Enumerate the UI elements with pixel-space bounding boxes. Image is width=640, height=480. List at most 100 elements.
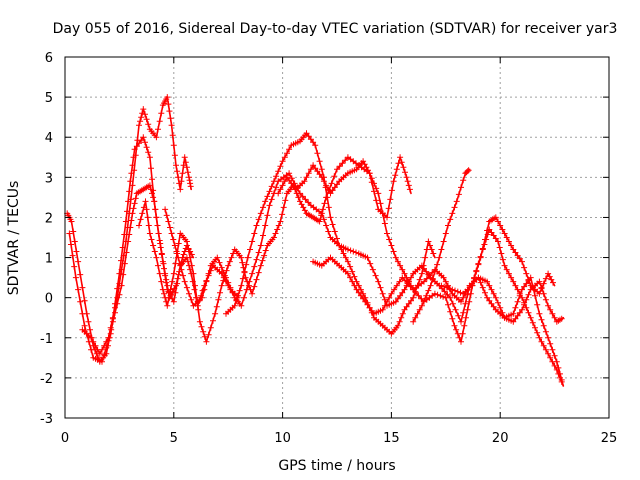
data-point (137, 216, 144, 223)
data-point (170, 236, 177, 243)
data-point (226, 258, 233, 265)
data-point (325, 186, 332, 193)
data-point (514, 286, 521, 293)
data-point (239, 275, 246, 282)
data-point (512, 304, 519, 311)
data-point (187, 254, 194, 261)
data-point (465, 167, 472, 174)
data-point (170, 298, 177, 305)
data-point (181, 278, 188, 285)
data-point (243, 286, 250, 293)
data-point (555, 370, 562, 377)
data-point (320, 178, 327, 185)
data-point (159, 286, 166, 293)
data-point (249, 238, 256, 245)
data-point (163, 279, 170, 286)
series-trace-3 (79, 94, 194, 357)
data-point (150, 242, 157, 249)
data-point (462, 314, 469, 321)
data-point (495, 218, 501, 225)
data-point (454, 288, 461, 295)
data-point (201, 286, 208, 293)
data-point (157, 244, 164, 251)
data-point (170, 270, 177, 277)
data-point (146, 230, 153, 237)
data-point (99, 358, 105, 365)
data-point (442, 230, 449, 237)
data-point (196, 318, 203, 325)
data-point (165, 218, 172, 225)
data-point (251, 283, 258, 290)
data-point (153, 254, 160, 261)
data-point (238, 254, 245, 261)
data-point (443, 284, 450, 291)
data-point (186, 290, 192, 297)
data-point (406, 186, 413, 193)
data-point (155, 262, 161, 269)
data-point (547, 306, 554, 313)
data-point (414, 282, 421, 289)
data-point (132, 152, 139, 159)
data-point (477, 279, 484, 286)
data-point (162, 206, 169, 213)
data-point (436, 254, 443, 261)
data-point (195, 306, 202, 313)
data-point (379, 306, 386, 313)
data-point (274, 226, 281, 233)
data-point (542, 275, 549, 282)
data-point (395, 160, 402, 167)
data-point (386, 294, 393, 301)
data-point (344, 246, 351, 253)
data-point (138, 114, 145, 121)
data-point (151, 198, 158, 205)
data-point (109, 314, 116, 321)
y-tick-label: 6 (45, 51, 53, 66)
data-point (183, 284, 190, 291)
data-point (167, 286, 174, 293)
data-point (325, 204, 332, 211)
data-point (512, 249, 519, 256)
data-point (519, 294, 525, 301)
data-point (105, 334, 112, 341)
y-tick-label: 0 (45, 292, 53, 307)
data-point (184, 169, 191, 176)
data-point (174, 280, 181, 287)
data-point (314, 150, 321, 157)
data-point (156, 118, 163, 125)
data-point (461, 322, 468, 329)
data-point (505, 270, 512, 277)
data-point (255, 216, 262, 223)
data-point (244, 254, 251, 261)
data-point (401, 270, 408, 277)
data-point (307, 166, 314, 173)
data-point (495, 238, 501, 245)
data-point (200, 328, 207, 335)
data-point (329, 221, 336, 228)
data-point (449, 210, 456, 217)
data-point (205, 331, 212, 338)
data-point (547, 340, 554, 347)
data-point (371, 188, 377, 195)
data-point (152, 206, 159, 213)
data-point (447, 216, 454, 223)
data-point (302, 196, 309, 203)
data-point (492, 294, 499, 301)
data-point (228, 254, 235, 261)
data-point (442, 294, 449, 301)
data-point (87, 326, 93, 333)
data-point (85, 318, 92, 325)
data-point (536, 290, 543, 297)
data-point (505, 238, 512, 245)
data-point (323, 182, 330, 189)
data-point (549, 310, 556, 317)
data-point (394, 258, 401, 265)
data-point (549, 346, 556, 353)
data-point (231, 302, 238, 309)
data-point (386, 236, 393, 243)
data-point (279, 158, 286, 165)
data-point (462, 300, 469, 307)
data-point (235, 292, 241, 299)
data-point (101, 351, 108, 358)
data-point (473, 268, 480, 275)
data-point (437, 292, 444, 299)
